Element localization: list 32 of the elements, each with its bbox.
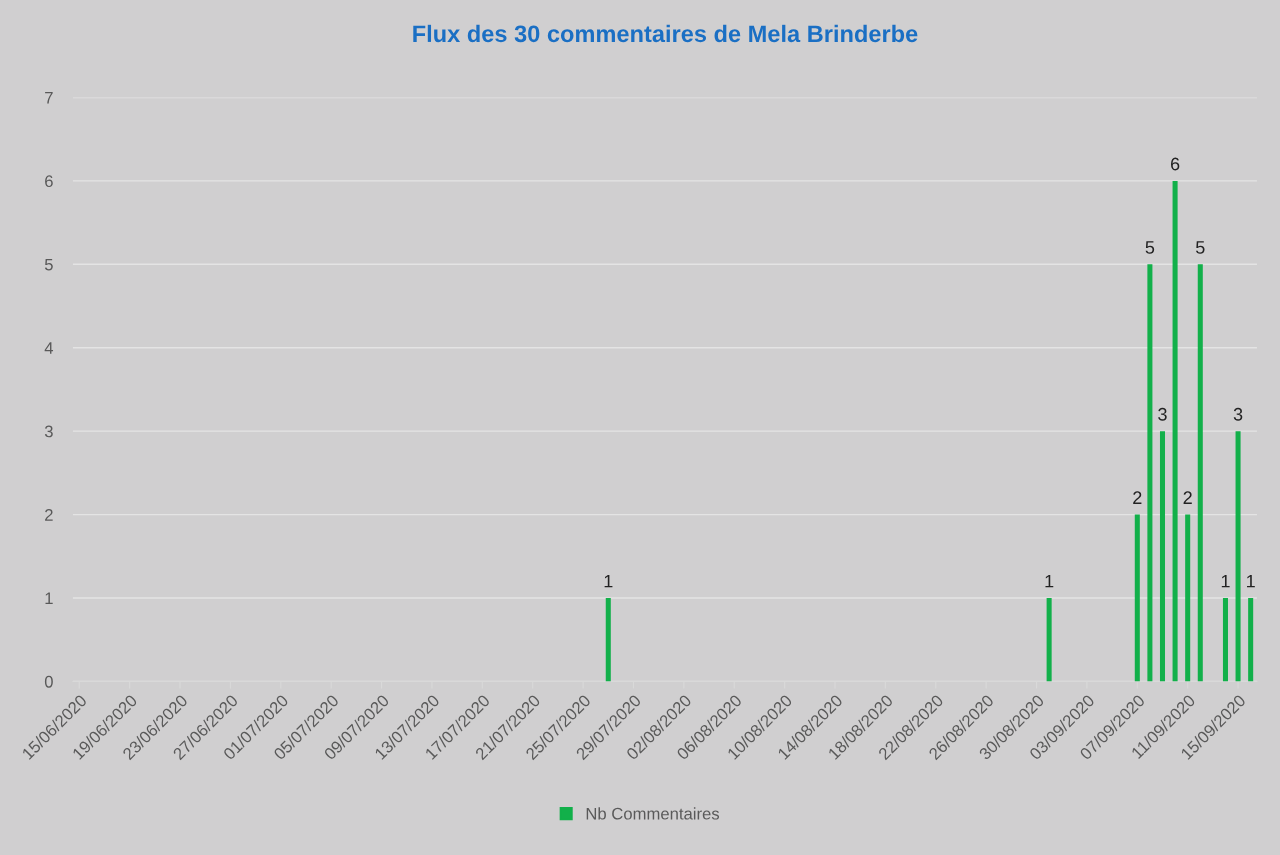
- data-label: 1: [1247, 574, 1255, 588]
- y-tick-label: 2: [45, 508, 53, 521]
- bar: [1235, 431, 1241, 682]
- data-label: 5: [1145, 241, 1155, 254]
- bar: [1159, 431, 1166, 682]
- data-label: 3: [1233, 407, 1243, 421]
- y-tick-label: 1: [45, 592, 53, 605]
- bar: [1134, 514, 1140, 682]
- data-label: 1: [604, 574, 613, 588]
- bar: [605, 598, 611, 682]
- data-label: 5: [1195, 241, 1205, 254]
- y-tick-label: 7: [45, 92, 53, 104]
- data-label: 2: [1183, 491, 1192, 504]
- bar: [1147, 264, 1153, 682]
- y-tick-label: 3: [44, 425, 53, 438]
- data-label: 1: [1221, 574, 1230, 588]
- data-label: 3: [1158, 407, 1167, 421]
- data-label: 1: [1045, 574, 1054, 588]
- y-tick-label: 5: [44, 258, 53, 271]
- data-label: 6: [1170, 157, 1180, 171]
- bar: [1248, 598, 1254, 682]
- bar: [1172, 180, 1178, 682]
- y-tick-label: 0: [44, 675, 53, 688]
- data-label: 2: [1133, 491, 1142, 504]
- bar: [1046, 598, 1052, 682]
- bar: [1222, 598, 1228, 682]
- y-tick-label: 4: [44, 342, 54, 354]
- y-tick-label: 6: [45, 175, 53, 188]
- chart-title: Flux des 30 commentaires de Mela Brinderbe: [413, 24, 918, 43]
- bar: [1185, 514, 1191, 682]
- bar: [1197, 264, 1203, 682]
- legend-label: Nb Commentaires: [586, 807, 720, 820]
